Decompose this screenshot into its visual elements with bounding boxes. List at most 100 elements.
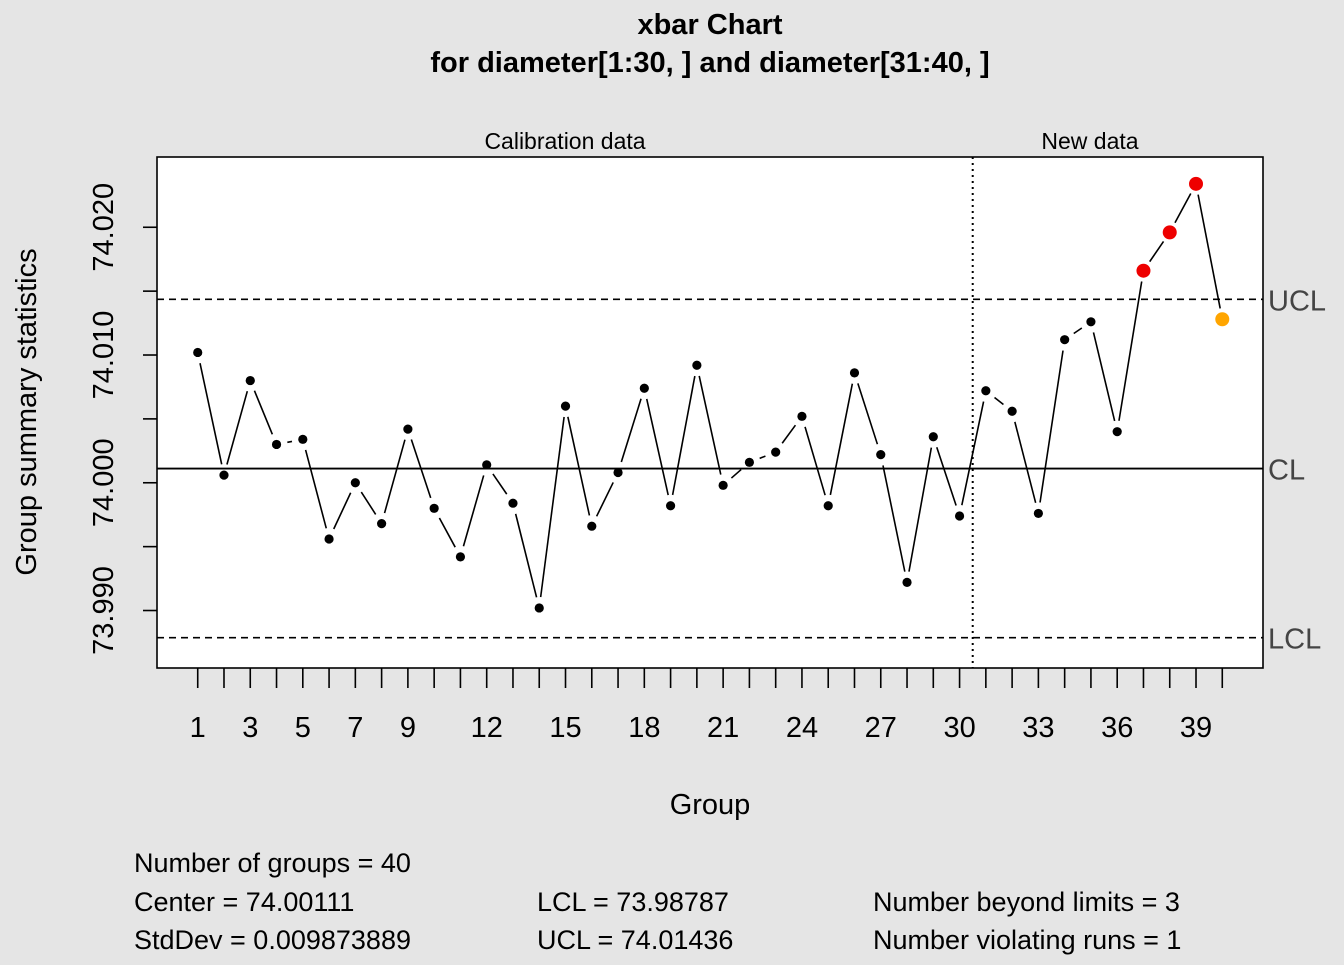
data-point-group-5 [298, 434, 308, 444]
series-line-segment [383, 439, 406, 514]
data-point-group-22 [744, 457, 755, 467]
series-line-segment [1039, 350, 1064, 503]
series-line-segment [698, 375, 722, 475]
cl-label: CL [1268, 455, 1305, 487]
series-line-segment [829, 383, 854, 496]
series-line-segment [304, 449, 328, 529]
series-line-segment [1197, 194, 1221, 309]
series-line-segment [360, 491, 377, 515]
data-point-group-6 [324, 534, 334, 544]
data-point-group-2 [219, 470, 229, 480]
data-point-group-26 [849, 368, 860, 378]
series-line-segment [1118, 281, 1143, 421]
series-line-segment [1092, 332, 1116, 422]
data-point-group-30 [954, 511, 965, 521]
series-line-segment [671, 375, 696, 496]
data-point-group-27 [876, 450, 886, 460]
data-point-group-39 [1189, 176, 1204, 191]
series-line-segment [1073, 327, 1083, 335]
x-tick-label: 1 [190, 712, 206, 744]
x-tick-label: 27 [865, 712, 897, 744]
data-point-group-14 [534, 603, 544, 613]
series-line-segment [287, 440, 293, 444]
chart-title-line2: for diameter[1:30, ] and diameter[31:40,… [430, 47, 989, 79]
x-tick-label: 33 [1022, 712, 1054, 744]
data-point-group-3 [245, 375, 255, 386]
stat-num-groups: Number of groups = 40 [134, 848, 411, 878]
stat-violating-runs: Number violating runs = 1 [873, 925, 1181, 955]
x-tick-label: 12 [471, 712, 503, 744]
control-limits: UCL CL LCL [157, 157, 1326, 668]
series-line-segment [333, 492, 352, 530]
x-tick-label: 15 [549, 712, 581, 744]
series-line-segment [539, 416, 565, 598]
series-line-segment [936, 446, 957, 506]
stat-ucl: UCL = 74.01436 [537, 925, 733, 955]
series-line-segment [514, 513, 538, 598]
data-point-group-40 [1215, 312, 1230, 327]
series-line-segment [882, 465, 906, 572]
series-line-segment [781, 424, 797, 444]
data-point-group-38 [1162, 225, 1177, 240]
data-point-group-37 [1136, 263, 1151, 278]
series-line-segment [759, 455, 766, 460]
data-point-group-20 [692, 360, 702, 370]
series-line-segment [595, 482, 614, 517]
series-line-segment [730, 468, 742, 479]
data-point-group-12 [482, 460, 492, 470]
series-line-segment [567, 416, 591, 516]
data-point-group-29 [928, 432, 938, 442]
series-line-segment [438, 517, 456, 548]
data-point-group-23 [771, 447, 781, 457]
data-point-group-34 [1060, 335, 1070, 345]
data-point-group-9 [403, 424, 413, 434]
series-line-segment [462, 475, 485, 547]
data-point-group-31 [981, 386, 991, 396]
series-line-segment [620, 398, 642, 463]
x-axis: 1 3 5 7 9 12 15 18 21 24 27 30 33 36 39 [190, 668, 1224, 744]
data-point-group-4 [271, 439, 282, 450]
series-line-segment [1174, 193, 1192, 224]
series-line-segment [253, 390, 274, 435]
series-line-segment [908, 447, 933, 572]
series-line-segment [994, 396, 1004, 406]
plot-area [156, 156, 1264, 669]
data-point-group-15 [560, 401, 571, 411]
stat-center: Center = 74.00111 [134, 887, 354, 917]
series-line-segment [410, 439, 432, 499]
y-tick-label: 74.000 [88, 438, 120, 527]
lcl-label: LCL [1268, 624, 1321, 656]
data-point-group-28 [902, 577, 912, 588]
x-tick-label: 39 [1180, 712, 1212, 744]
stat-lcl: LCL = 73.98787 [537, 887, 729, 917]
data-point-group-13 [508, 498, 518, 508]
series-line-segment [961, 401, 985, 506]
data-point-group-16 [587, 521, 597, 531]
data-point-group-32 [1007, 406, 1017, 416]
x-tick-label: 21 [707, 712, 739, 744]
x-tick-label: 9 [400, 712, 416, 744]
series-line-segment [199, 363, 223, 465]
y-axis: 73.990 74.000 74.010 74.020 [88, 183, 157, 655]
data-point-group-35 [1086, 317, 1096, 327]
data-point-group-21 [718, 480, 728, 490]
y-tick-label: 74.010 [88, 311, 120, 400]
y-tick-label: 73.990 [88, 566, 120, 655]
series-line-segment [1149, 240, 1165, 263]
series-line-segment [1014, 421, 1037, 503]
data-point-group-24 [797, 411, 807, 421]
section-label-calibration: Calibration data [484, 128, 645, 154]
data-point-group-8 [377, 519, 387, 529]
series-line-segment [226, 390, 249, 465]
data-point-group-17 [613, 467, 623, 478]
x-tick-label: 5 [295, 712, 311, 744]
data-point-group-7 [350, 478, 360, 488]
ucl-label: UCL [1268, 285, 1326, 317]
data-point-group-10 [429, 503, 439, 513]
section-label-new: New data [1041, 128, 1138, 154]
stat-beyond-limits: Number beyond limits = 3 [873, 887, 1180, 917]
x-tick-label: 7 [347, 712, 363, 744]
data-point-group-19 [665, 501, 676, 511]
